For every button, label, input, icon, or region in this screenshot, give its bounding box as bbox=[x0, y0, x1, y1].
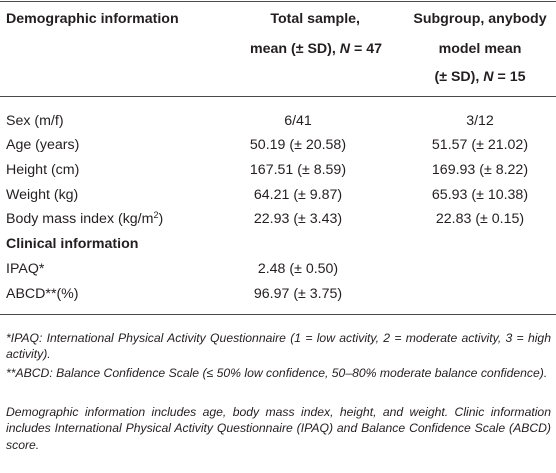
table-top-rule bbox=[0, 1, 556, 2]
subgroup-value: 51.57 (± 21.02) bbox=[431, 137, 529, 153]
total-value: 22.93 (± 3.43) bbox=[253, 211, 343, 227]
footnote-summary: Demographic information includes age, bo… bbox=[6, 405, 551, 452]
row-label: Age (years) bbox=[6, 137, 80, 153]
row-label: IPAQ* bbox=[6, 261, 45, 277]
footnote-abcd: **ABCD: Balance Confidence Scale (≤ 50% … bbox=[6, 366, 548, 380]
row-label: Height (cm) bbox=[6, 162, 80, 178]
header-total-sample-line1: Total sample, bbox=[270, 11, 360, 27]
total-value: 64.21 (± 9.87) bbox=[253, 187, 343, 203]
header-subgroup-line2: model mean bbox=[438, 41, 522, 57]
row-label: ABCD**(%) bbox=[6, 286, 79, 302]
total-value: 6/41 bbox=[284, 113, 312, 129]
footnote-ipaq: *IPAQ: International Physical Activity Q… bbox=[6, 331, 551, 362]
header-total-sample-line2: mean (± SD), N = 47 bbox=[250, 41, 382, 57]
row-label: Body mass index (kg/m2) bbox=[6, 210, 164, 228]
subgroup-value: 22.83 (± 0.15) bbox=[435, 211, 525, 227]
header-rule bbox=[0, 96, 556, 97]
total-value: 50.19 (± 20.58) bbox=[249, 137, 347, 153]
row-label: Weight (kg) bbox=[6, 187, 79, 203]
subgroup-value: 169.93 (± 8.22) bbox=[431, 162, 529, 178]
clinical-information-heading: Clinical information bbox=[6, 236, 139, 252]
row-label: Sex (m/f) bbox=[6, 113, 64, 129]
table-bottom-rule bbox=[0, 314, 556, 315]
total-value: 96.97 (± 3.75) bbox=[253, 286, 343, 302]
total-value: 167.51 (± 8.59) bbox=[249, 162, 347, 178]
total-value: 2.48 (± 0.50) bbox=[257, 261, 339, 277]
subgroup-value: 3/12 bbox=[466, 113, 494, 129]
subgroup-value: 65.93 (± 10.38) bbox=[431, 187, 529, 203]
header-demographic-information: Demographic information bbox=[6, 11, 179, 27]
header-subgroup-line1: Subgroup, anybody bbox=[413, 11, 547, 27]
header-subgroup-line3: (± SD), N = 15 bbox=[434, 69, 526, 85]
